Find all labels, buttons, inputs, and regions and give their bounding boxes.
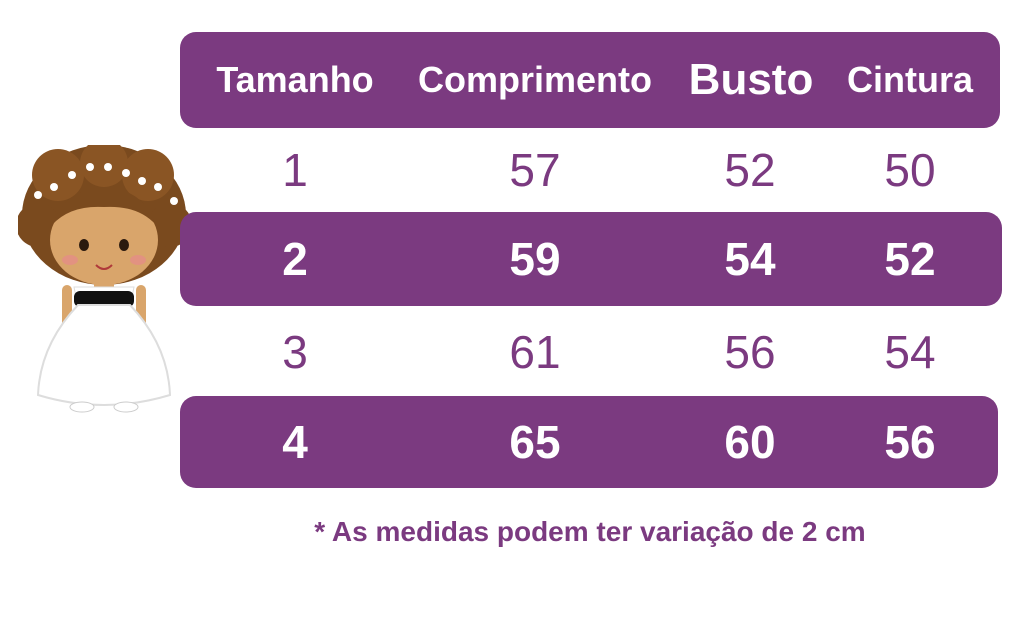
row-band-2 [180, 212, 1002, 306]
cell-comprimento: 61 [509, 326, 561, 378]
cell-comprimento: 57 [509, 144, 561, 196]
cell-tamanho: 4 [282, 416, 308, 468]
header-cintura: Cintura [847, 59, 973, 100]
header-band [180, 32, 1000, 128]
cell-tamanho: 2 [282, 233, 308, 285]
girl-illustration [18, 145, 190, 413]
row-band-4 [180, 396, 998, 488]
cell-cintura: 56 [884, 416, 936, 468]
header-tamanho: Tamanho [216, 59, 374, 100]
cell-cintura: 54 [884, 326, 936, 378]
cell-busto: 52 [724, 144, 776, 196]
cell-cintura: 52 [884, 233, 936, 285]
header-busto: Busto [688, 55, 814, 104]
header-comprimento: Comprimento [418, 59, 652, 100]
cell-comprimento: 65 [509, 416, 561, 468]
cell-comprimento: 59 [509, 233, 561, 285]
cell-tamanho: 3 [282, 326, 308, 378]
cell-busto: 60 [724, 416, 776, 468]
cell-busto: 56 [724, 326, 776, 378]
cell-busto: 54 [724, 233, 776, 285]
cell-tamanho: 1 [282, 144, 308, 196]
measurement-note: * As medidas podem ter variação de 2 cm [314, 516, 866, 547]
cell-cintura: 50 [884, 144, 936, 196]
